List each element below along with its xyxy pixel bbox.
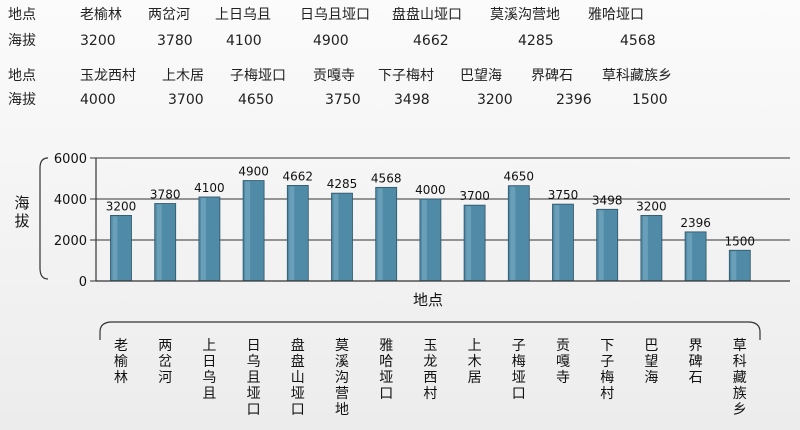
y-label-bracket (39, 157, 49, 280)
y-tick-label: 2000 (54, 234, 87, 249)
bar-value-label: 3498 (592, 193, 623, 207)
category-label: 界碑石 (689, 338, 703, 386)
table-cell-place: 上日乌且 (215, 7, 271, 23)
bar-highlight (289, 186, 295, 280)
bar-highlight (245, 181, 251, 280)
table-cell-altitude: 4568 (620, 33, 656, 49)
table-cell-altitude: 4650 (238, 92, 274, 108)
category-label: 上木居 (468, 338, 482, 386)
table-cell-place: 雅哈垭口 (588, 7, 644, 23)
bar-value-label: 4000 (415, 183, 446, 197)
bar-highlight (510, 186, 516, 280)
bar-highlight (687, 232, 693, 280)
bar-value-label: 1500 (725, 234, 756, 248)
bar-highlight (554, 205, 560, 280)
table-cell-altitude: 4000 (80, 92, 116, 108)
table-cell-place: 巴望海 (460, 68, 502, 84)
table-cell-altitude: 3498 (394, 92, 430, 108)
category-label: 巴望海 (644, 338, 658, 386)
bar-value-label: 4900 (238, 165, 269, 179)
bar-highlight (598, 210, 604, 280)
bar-value-label: 2396 (680, 216, 711, 230)
bar-highlight (642, 216, 648, 280)
category-label: 贡嘎寺 (556, 338, 570, 386)
bar-highlight (421, 200, 427, 280)
table-row-altitudes-2: 海拔 4000 3700 4650 3750 3498 3200 2396 15… (0, 90, 800, 110)
bar-highlight (333, 194, 339, 280)
table-cell-altitude: 4900 (313, 33, 349, 49)
category-label: 玉龙西村 (423, 338, 437, 402)
bar-highlight (112, 216, 118, 280)
table-cell-place: 贡嘎寺 (313, 68, 355, 84)
table-cell-place: 两岔河 (148, 7, 190, 23)
table-cell-place: 界碑石 (531, 68, 573, 84)
bar-highlight (731, 251, 737, 280)
category-label: 盘盘山垭口 (291, 337, 305, 418)
bar-highlight (466, 206, 472, 280)
table-cell-altitude: 3750 (325, 92, 361, 108)
table-cell-altitude: 1500 (632, 92, 668, 108)
bar-value-label: 4650 (504, 170, 535, 184)
y-tick-label: 6000 (54, 152, 87, 167)
category-labels: 老榆林 两岔河 上日乌且 日乌且垭口 盘盘山垭口 莫溪沟营地 雅哈垭口 玉龙西村 上木居 子梅垭口… (114, 337, 747, 418)
y-tick-label: 0 (79, 275, 87, 290)
table-row-places-2: 地点 玉龙西村 上木居 子梅垭口 贡嘎寺 下子梅村 巴望海 界碑石 草科藏族乡 (0, 66, 800, 86)
row-header-place: 地点 (8, 68, 36, 84)
table-cell-place: 日乌且垭口 (300, 7, 370, 23)
row-header-altitude: 海拔 (8, 33, 36, 49)
table-cell-place: 草科藏族乡 (602, 68, 672, 84)
category-label: 两岔河 (158, 338, 172, 386)
table-cell-altitude: 3700 (168, 92, 204, 108)
table-cell-altitude: 4285 (518, 33, 554, 49)
bar-value-label: 4100 (194, 181, 225, 195)
table-cell-altitude: 4100 (226, 33, 262, 49)
category-label: 老榆林 (114, 338, 128, 386)
table-cell-place: 盘盘山垭口 (392, 7, 462, 23)
axes: 0 2000 4000 6000 (39, 152, 790, 340)
table-cell-altitude: 3200 (80, 33, 116, 49)
bar-highlight (200, 197, 206, 280)
bar-value-label: 4568 (371, 171, 402, 185)
bar-value-label: 3200 (106, 199, 137, 213)
y-axis-label: 海拔 (14, 194, 29, 230)
table-cell-place: 下子梅村 (378, 68, 434, 84)
bar-highlight (156, 204, 162, 280)
table-row-altitudes-1: 海拔 3200 3780 4100 4900 4662 4285 4568 (0, 31, 800, 51)
table-cell-place: 玉龙西村 (80, 68, 136, 84)
table-cell-place: 上木居 (162, 68, 204, 84)
category-label: 草科藏族乡 (733, 338, 747, 418)
x-axis-label: 地点 (413, 291, 443, 309)
bar-value-label: 4285 (327, 177, 358, 191)
row-header-place: 地点 (8, 7, 36, 23)
bars: 3200 3780 4100 4900 4662 4285 4568 4000 3700 4650… (106, 165, 756, 282)
table-cell-altitude: 3200 (477, 92, 513, 108)
table-cell-place: 老榆林 (80, 7, 122, 23)
table-cell-place: 莫溪沟营地 (490, 7, 560, 23)
bar-value-label: 3750 (548, 188, 579, 202)
category-label: 下子梅村 (600, 338, 614, 402)
bar-value-label: 3700 (459, 189, 490, 203)
category-label: 雅哈垭口 (379, 338, 393, 402)
bar-value-label: 4662 (283, 169, 314, 183)
y-tick-label: 4000 (54, 193, 87, 208)
table-cell-altitude: 2396 (556, 92, 592, 108)
table-cell-altitude: 3780 (157, 33, 193, 49)
bar-highlight (377, 188, 383, 280)
category-label: 上日乌且 (202, 338, 216, 402)
row-header-altitude: 海拔 (8, 92, 36, 108)
category-label: 莫溪沟营地 (335, 338, 349, 418)
bar-value-label: 3780 (150, 188, 181, 202)
x-label-brace (99, 321, 761, 340)
table-row-places-1: 地点 老榆林 两岔河 上日乌且 日乌且垭口 盘盘山垭口 莫溪沟营地 雅哈垭口 (0, 5, 800, 25)
table-cell-altitude: 4662 (413, 33, 449, 49)
table-cell-place: 子梅垭口 (230, 68, 286, 84)
category-label: 子梅垭口 (512, 338, 526, 402)
bar-value-label: 3200 (636, 199, 667, 213)
category-label: 日乌且垭口 (247, 338, 261, 418)
